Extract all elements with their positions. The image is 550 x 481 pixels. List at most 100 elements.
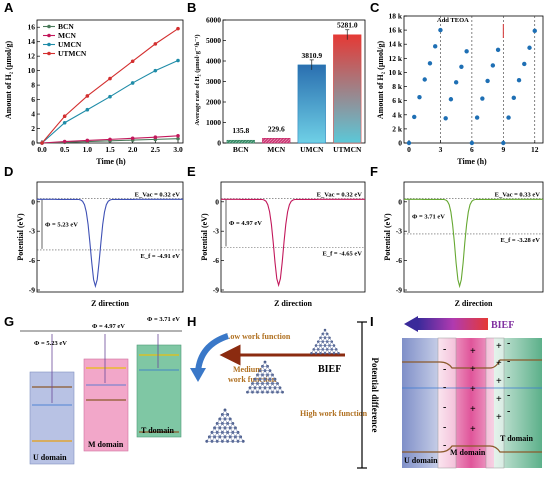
c-point [448,97,454,102]
b-category-label-mcn: MCN [267,145,285,154]
g-u-domain-label: U domain [33,453,67,462]
i-plus-charge: + [496,394,502,405]
a-legend-bcn: BCN [58,22,74,31]
d-y-tick-label: -3 [29,227,35,236]
c-y-tick-label: 14 k [388,40,402,49]
c-y-tick-label: 2 k [392,124,403,133]
e-potential-curve [221,198,365,288]
c-y-tick-label: 6 k [392,96,403,105]
i-minus-charge: - [443,382,446,393]
d-y-tick-label: -6 [29,256,35,265]
b-value-label-mcn: 229.6 [268,124,285,133]
d-y-tick-label: 0 [31,197,35,206]
c-point [527,45,532,50]
c-x-axis-label: Time (h) [457,157,487,166]
b-category-label-umcn: UMCN [300,145,324,154]
i-minus-charge: - [443,344,446,355]
f-evac-label: E_Vac = 0.33 eV [495,192,541,199]
a-point-utmcn [130,59,135,64]
c-point [480,96,485,101]
a-point-utmcn [40,141,44,145]
c-point [464,49,469,54]
a-x-tick-label: 2.0 [128,145,138,154]
b-category-label-utmcn: UTMCN [333,145,362,154]
c-point [459,64,464,70]
panel-label-f: F [370,164,378,179]
a-point-mcn [176,133,180,138]
a-point-umcn [62,120,67,125]
panel-f-potential-chart: 0 -3 -6 -9 Potential (eV) Z direction Φ = 3.71… [383,181,544,308]
g-m-domain-box [83,358,129,452]
c-point [501,140,506,146]
panel-label-a: A [4,0,14,15]
e-y-tick-label: -3 [213,227,219,236]
a-y-tick-label: 10 [28,66,36,75]
i-bief-label: BIEF [491,320,514,331]
b-bar-mcn [262,138,291,144]
c-y-tick-label: 12 k [388,54,402,63]
h-medium-label: Medium [233,365,262,374]
f-plot-frame [403,181,544,293]
i-plus-charge: + [470,424,476,435]
c-y-axis-label: Amount of H₂ (μmol/g) [376,41,385,120]
b-bar-umcn [297,64,326,144]
i-plus-charge: + [470,346,476,357]
i-interface-right [485,337,505,469]
g-m-phi-label: Φ = 4.97 eV [92,323,125,330]
c-y-tick-label: 10 k [388,68,402,77]
e-y-tick-label: -6 [213,256,219,265]
i-minus-charge: - [507,390,510,401]
a-point-umcn [153,68,158,73]
a-series-line-umcn [41,60,179,144]
panel-e-potential-chart: 0 -3 -6 -9 Potential (eV) Z direction Φ = 4.97… [200,181,366,308]
a-y-tick-label: 6 [31,95,35,104]
e-y-tick-label: 0 [215,197,219,206]
a-y-tick-label: 16 [28,23,36,32]
panel-labels: A B C D E F G H I [4,0,380,329]
i-minus-charge: - [443,440,446,451]
c-point [506,115,511,120]
c-point [406,140,412,146]
e-phi-label: Φ = 4.97 eV [229,220,262,227]
f-phi-label: Φ = 3.71 eV [412,213,445,220]
c-point [511,95,516,101]
b-y-tick-label: 4000 [206,57,221,66]
h-bief-label: BIEF [318,364,341,375]
a-x-tick-label: 0.5 [60,145,70,154]
c-point [485,78,490,84]
a-legend-umcn: UMCN [58,40,82,49]
c-point [427,61,433,66]
i-t-domain-label: T domain [500,434,534,443]
a-y-tick-label: 8 [31,81,35,90]
i-minus-charge: - [507,356,510,367]
i-plus-charge: + [496,376,502,387]
c-y-tick-label: 4 k [392,110,403,119]
b-y-axis-label: Average rate of H₂ (μmol·g⁻¹h⁻¹) [194,35,201,126]
a-point-umcn [85,107,90,112]
c-x-tick-label: 3 [439,145,443,154]
panel-a-line-chart: Amount of H₂ (μmol/g) Time (h) 0 2 4 6 8 10 12… [4,19,184,166]
a-point-umcn [108,94,112,99]
b-y-tick-label: 6000 [206,16,221,25]
a-x-tick-label: 1.0 [83,145,93,154]
i-charge-signs: ++++++++++----------- [443,338,510,451]
a-x-tick-label: 0.0 [37,145,47,154]
c-y-tick-label: 8 k [392,82,403,91]
h-molecule-structures [205,328,340,443]
g-m-domain-label: M domain [88,440,124,449]
panel-label-b: B [187,0,196,15]
i-interface-left [437,337,457,469]
a-point-mcn [62,139,67,144]
d-x-axis-label: Z direction [91,299,129,308]
d-y-axis-label: Potential (eV) [16,213,25,261]
a-point-utmcn [108,76,112,81]
g-t-domain-label: T domain [141,426,175,435]
c-point [474,115,480,120]
panel-i-interface-diagram: BIEF ++++++++++----------- U domain M do… [402,316,542,469]
e-x-axis-label: Z direction [274,299,312,308]
b-category-label-bcn: BCN [233,145,249,154]
b-y-tick-label: 3000 [206,77,221,86]
d-potential-curve [37,198,183,289]
a-y-tick-label: 14 [28,37,36,46]
a-point-utmcn [153,42,158,46]
